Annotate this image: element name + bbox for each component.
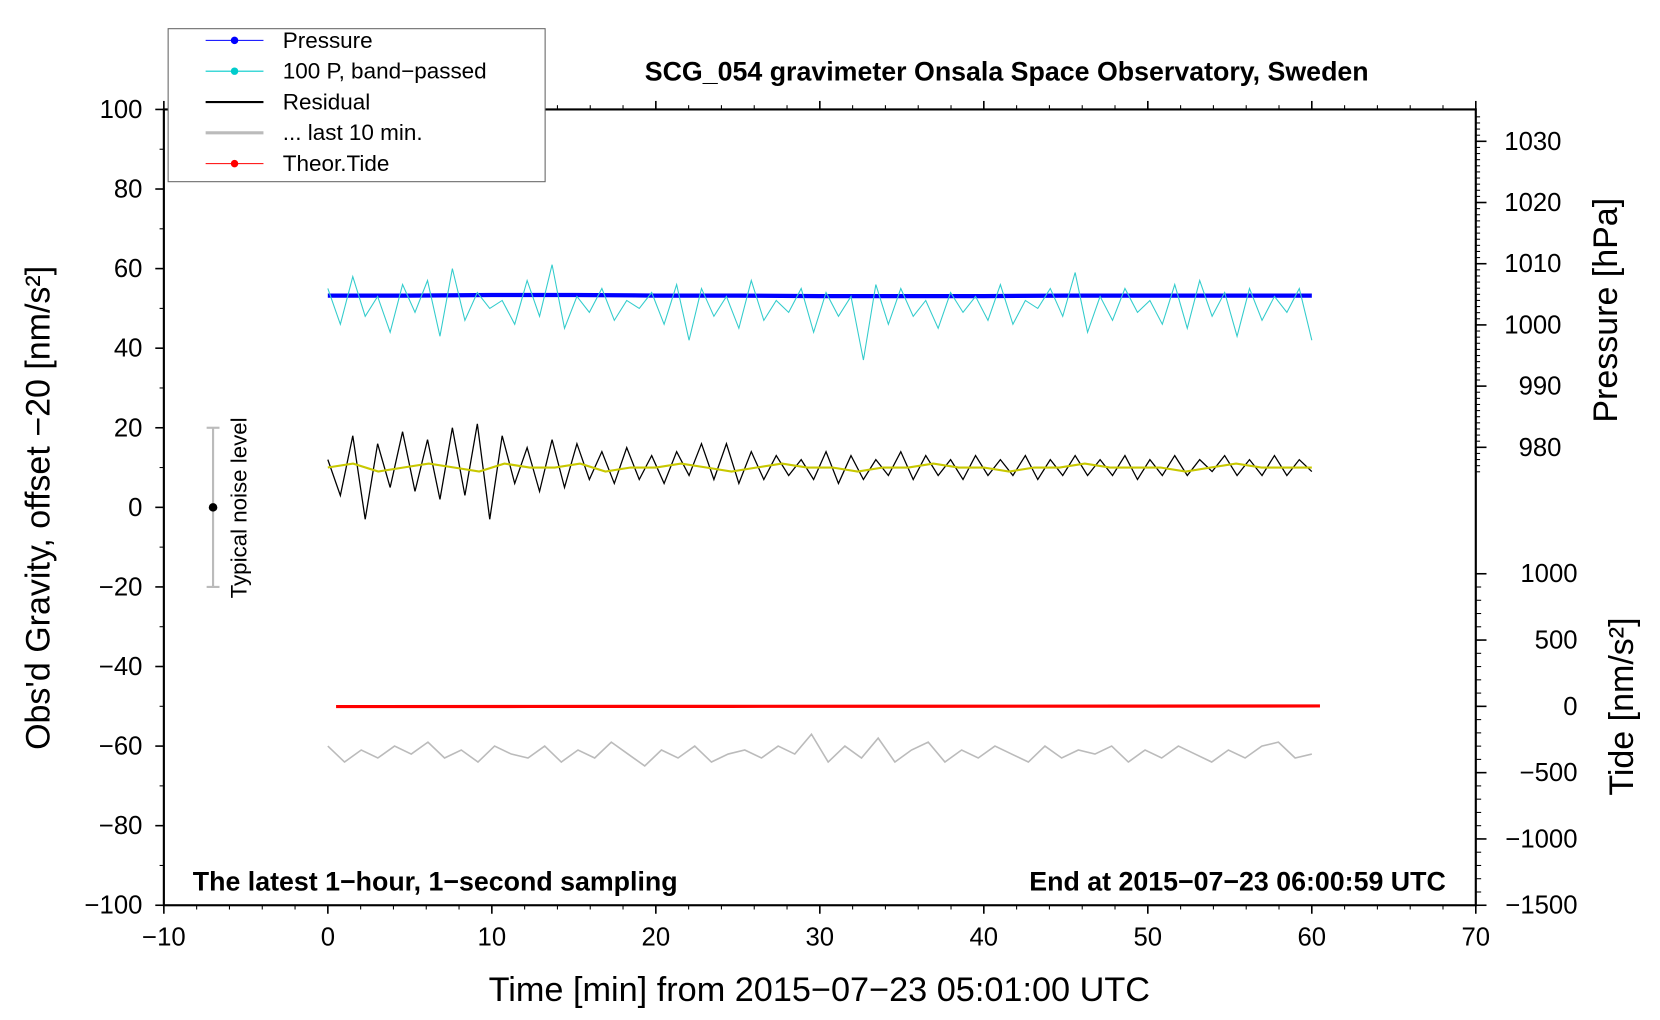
legend: Pressure 100 P, band−passed Residual ... la…: [167, 28, 546, 183]
x-tick-label: 70: [1462, 924, 1491, 952]
y-tick-label: 60: [114, 255, 143, 283]
x-axis-label: Time [min] from 2015−07−23 05:01:00 UTC: [489, 971, 1150, 1009]
tide-tick-label: 0: [1563, 693, 1577, 721]
legend-label: ... last 10 min.: [283, 120, 423, 145]
chart-title: SCG_054 gravimeter Onsala Space Observat…: [645, 57, 1369, 87]
tide-tick-label: 500: [1535, 627, 1578, 655]
series-residual: [327, 423, 1313, 520]
x-tick-label: −10: [142, 924, 186, 952]
tide-tick-label: −1000: [1505, 826, 1577, 854]
tide-axis-label: Tide [nm/s²]: [1603, 617, 1641, 795]
legend-marker: [230, 159, 239, 168]
y-tick-label: 80: [114, 176, 143, 204]
x-tick-label: 40: [970, 924, 999, 952]
pressure-tick-label: 1030: [1504, 128, 1561, 156]
x-tick-label: 50: [1134, 924, 1163, 952]
y-tick-label: −100: [85, 892, 143, 920]
y-tick-label: 40: [114, 335, 143, 363]
noise-bar-center: [208, 503, 218, 512]
annotation-left: The latest 1−hour, 1−second sampling: [193, 866, 678, 896]
series-pressure: [327, 292, 1312, 299]
tide-tick-label: −1500: [1505, 892, 1577, 920]
x-tick-label: 0: [321, 924, 335, 952]
noise-label: Typical noise level: [226, 417, 251, 598]
x-tick-label: 60: [1298, 924, 1327, 952]
axis-ticks: −10 0 10 20 30 40 50 60 70100806040200−20−40−60−…: [85, 96, 1578, 952]
annotation-right: End at 2015−07−23 06:00:59 UTC: [1029, 866, 1446, 896]
y-tick-label: 20: [114, 414, 143, 442]
x-tick-label: 20: [642, 924, 671, 952]
legend-label: Pressure: [283, 28, 373, 53]
plot-lines: [206, 264, 1320, 767]
legend-box: [167, 28, 546, 183]
pressure-tick-label: 1010: [1504, 250, 1561, 278]
legend-marker: [230, 36, 239, 45]
pressure-tick-label: 980: [1519, 434, 1562, 462]
pressure-axis-label: Pressure [hPa]: [1587, 198, 1625, 423]
pressure-tick-label: 1000: [1504, 311, 1561, 339]
legend-marker: [230, 67, 239, 75]
y-tick-label: −80: [99, 812, 143, 840]
x-tick-label: 10: [478, 924, 507, 952]
legend-label: 100 P, band−passed: [283, 59, 487, 84]
y-tick-label: 100: [100, 96, 143, 124]
series-residual-smoothed: [327, 462, 1312, 473]
legend-label: Residual: [283, 90, 370, 115]
tide-tick-label: 1000: [1520, 560, 1577, 588]
series-theor-tide: [336, 704, 1320, 709]
y-axis-label: Obs'd Gravity, offset −20 [nm/s²]: [19, 266, 57, 750]
y-tick-label: −60: [99, 733, 143, 761]
x-tick-label: 30: [806, 924, 835, 952]
y-tick-label: 0: [128, 494, 142, 522]
series-100-p-band-passed: [327, 264, 1313, 361]
tide-tick-label: −500: [1520, 759, 1578, 787]
plot-frame: [162, 108, 1477, 907]
legend-label: Theor.Tide: [283, 151, 390, 176]
series-last-10-min: [327, 732, 1313, 767]
pressure-tick-label: 1020: [1504, 189, 1561, 217]
y-tick-label: −20: [99, 574, 143, 602]
y-tick-label: −40: [99, 653, 143, 681]
pressure-tick-label: 990: [1519, 373, 1562, 401]
